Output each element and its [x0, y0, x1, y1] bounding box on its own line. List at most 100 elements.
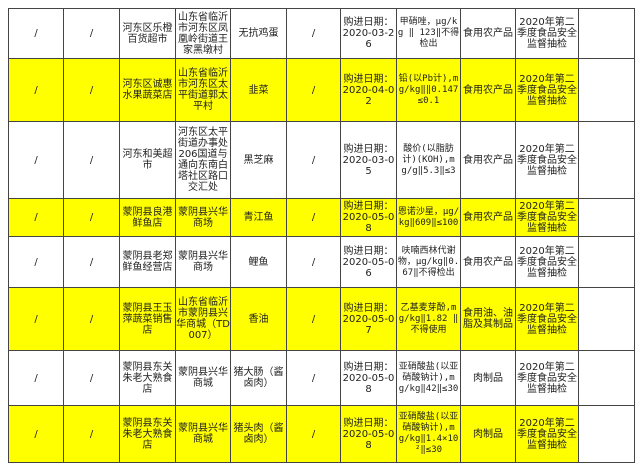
test-item-cell: 乙基麦芽酚,mg/kg‖1.82 ‖不得使用	[396, 287, 461, 351]
test-item-cell: 恩诺沙星，μg/kg‖609‖≤100	[396, 198, 461, 237]
note-text	[580, 238, 634, 287]
column-1-text: /	[34, 28, 38, 39]
purchase-date-cell: 购进日期：2020-05-06	[340, 236, 397, 288]
column-6-cell: /	[286, 198, 341, 237]
column-1-text: /	[34, 212, 38, 223]
column-1-text: /	[34, 313, 38, 325]
column-2-text: /	[89, 212, 94, 223]
category-text: 食用农产品	[463, 28, 513, 39]
address-text: 蒙阴县兴华商场	[178, 206, 228, 229]
product-name-cell: 香油	[230, 287, 287, 351]
task-cell: 2020年第二季度食品安全监督抽检	[515, 287, 579, 351]
task-text: 2020年第二季度食品安全监督抽检	[517, 17, 577, 50]
test-item-cell: 铅(以Pb计),mg/kg‖‖0.147 ≤0.1	[396, 58, 461, 122]
column-2-cell: /	[63, 287, 120, 351]
note-text	[580, 289, 634, 350]
test-item-text: 恩诺沙星，μg/kg‖609‖≤100	[397, 206, 460, 228]
task-cell: 2020年第二季度食品安全监督抽检	[515, 58, 579, 122]
purchase-date-cell: 购进日期：2020-05-08	[340, 405, 397, 463]
column-6-cell: /	[286, 121, 341, 199]
task-text: 2020年第二季度食品安全监督抽检	[517, 73, 577, 107]
column-6-cell: /	[286, 236, 341, 288]
category-cell: 食用农产品	[460, 58, 516, 122]
product-name-text: 鲤鱼	[248, 256, 269, 268]
column-2-cell: /	[63, 198, 120, 237]
task-text: 2020年第二季度食品安全监督抽检	[517, 302, 577, 336]
purchase-date-text: 购进日期：2020-03-05	[342, 143, 395, 177]
address-text: 蒙阴县兴华商城	[178, 423, 228, 445]
address-cell: 山东省临沂市蒙阴县兴华商城（TD007）	[175, 287, 231, 351]
task-cell: 2020年第二季度食品安全监督抽检	[515, 121, 579, 199]
column-1-cell: /	[8, 58, 64, 122]
address-cell: 蒙阴县兴华商场	[175, 236, 231, 288]
product-name-text: 黑芝麻	[243, 154, 274, 166]
category-cell: 食用农产品	[460, 236, 516, 288]
table-row: / / 河东区乐橙百货超市 山东省临沂市河东区凤凰岭街道王家黑墩村 无抗鸡蛋 / 购进日期：…	[8, 8, 635, 59]
column-6-text: /	[311, 84, 316, 96]
inspection-results-table: / / 河东区乐橙百货超市 山东省临沂市河东区凤凰岭街道王家黑墩村 无抗鸡蛋 / 购进日期：…	[8, 8, 635, 463]
store-name-text: 蒙阴县王玉萍蔬菜销售店	[122, 302, 173, 336]
store-name-text: 蒙阴县东关朱老大熟食店	[122, 361, 173, 395]
task-cell: 2020年第二季度食品安全监督抽检	[515, 350, 579, 406]
address-text: 山东省临沂市蒙阴县兴华商城（TD007）	[176, 297, 230, 341]
store-name-cell: 蒙阴县良港鲜鱼店	[119, 198, 176, 237]
column-6-text: /	[311, 212, 316, 223]
product-name-cell: 猪头肉（酱卤肉）	[230, 405, 287, 463]
test-item-text: 甲硝唑，μg/kg ‖ 123‖不得检出	[397, 17, 460, 49]
store-name-text: 蒙阴县老郑鲜鱼经营店	[122, 251, 173, 273]
task-cell: 2020年第二季度食品安全监督抽检	[515, 198, 579, 237]
column-2-text: /	[89, 428, 94, 440]
column-6-text: /	[311, 372, 316, 384]
category-text: 食用油、油脂及其制品	[463, 308, 513, 330]
store-name-text: 蒙阴县东关朱老大熟食店	[122, 417, 173, 451]
test-item-cell: 甲硝唑，μg/kg ‖ 123‖不得检出	[396, 8, 461, 59]
test-item-cell: 酸价(以脂肪计)(KOH),mg/g‖5.3‖≤3	[396, 121, 461, 199]
test-item-text: 铅(以Pb计),mg/kg‖‖0.147 ≤0.1	[398, 73, 459, 106]
category-cell: 肉制品	[460, 350, 516, 406]
note-text	[580, 10, 634, 58]
address-cell: 蒙阴县兴华商城	[175, 350, 231, 406]
note-cell	[578, 287, 635, 351]
product-name-text: 无抗鸡蛋	[238, 28, 279, 39]
column-1-cell: /	[8, 405, 64, 463]
address-text: 蒙阴县兴华商场	[178, 251, 228, 273]
test-item-text: 亚硝酸盐(以亚硝酸钠计),mg/kg‖42‖≤30	[398, 361, 459, 394]
category-cell: 肉制品	[460, 405, 516, 463]
column-1-cell: /	[8, 287, 64, 351]
column-1-cell: /	[8, 350, 64, 406]
store-name-text: 河东区诚惠水果蔬菜店	[122, 79, 173, 101]
task-text: 2020年第二季度食品安全监督抽检	[517, 201, 577, 234]
category-text: 食用农产品	[463, 212, 513, 223]
purchase-date-cell: 购进日期：2020-03-26	[340, 8, 397, 59]
column-1-text: /	[34, 256, 38, 268]
column-2-cell: /	[63, 236, 120, 288]
category-text: 食用农产品	[463, 154, 513, 166]
product-name-text: 香油	[248, 313, 269, 325]
address-cell: 河东区太平街道办事处206国道与通向东南白塔社区路口交汇处	[175, 121, 231, 199]
column-1-text: /	[34, 428, 38, 440]
address-text: 蒙阴县兴华商城	[178, 367, 228, 389]
category-text: 食用农产品	[463, 84, 513, 96]
purchase-date-text: 购进日期：2020-05-07	[342, 302, 395, 336]
address-cell: 山东省临沂市河东区太平街道郭太平村	[175, 58, 231, 122]
test-item-text: 亚硝酸盐(以亚硝酸钠计),mg/kg‖1.4×10²‖≤30	[398, 412, 459, 455]
product-name-cell: 韭菜	[230, 58, 287, 122]
task-text: 2020年第二季度食品安全监督抽检	[517, 361, 577, 395]
column-6-cell: /	[286, 58, 341, 122]
task-text: 2020年第二季度食品安全监督抽检	[517, 417, 577, 451]
column-1-cell: /	[8, 198, 64, 237]
column-6-text: /	[311, 313, 316, 325]
category-cell: 食用农产品	[460, 8, 516, 59]
task-cell: 2020年第二季度食品安全监督抽检	[515, 405, 579, 463]
test-item-cell: 呋喃西林代谢物，μg/kg‖0.67‖不得检出	[396, 236, 461, 288]
purchase-date-cell: 购进日期：2020-05-08	[340, 350, 397, 406]
purchase-date-cell: 购进日期：2020-04-02	[340, 58, 397, 122]
column-2-cell: /	[63, 121, 120, 199]
purchase-date-text: 购进日期：2020-03-26	[342, 17, 395, 50]
purchase-date-cell: 购进日期：2020-05-08	[340, 198, 397, 237]
test-item-text: 呋喃西林代谢物，μg/kg‖0.67‖不得检出	[397, 245, 460, 278]
product-name-cell: 猪大肠（酱卤肉）	[230, 350, 287, 406]
address-cell: 蒙阴县兴华商城	[175, 405, 231, 463]
note-text	[580, 200, 634, 236]
column-2-cell: /	[63, 350, 120, 406]
